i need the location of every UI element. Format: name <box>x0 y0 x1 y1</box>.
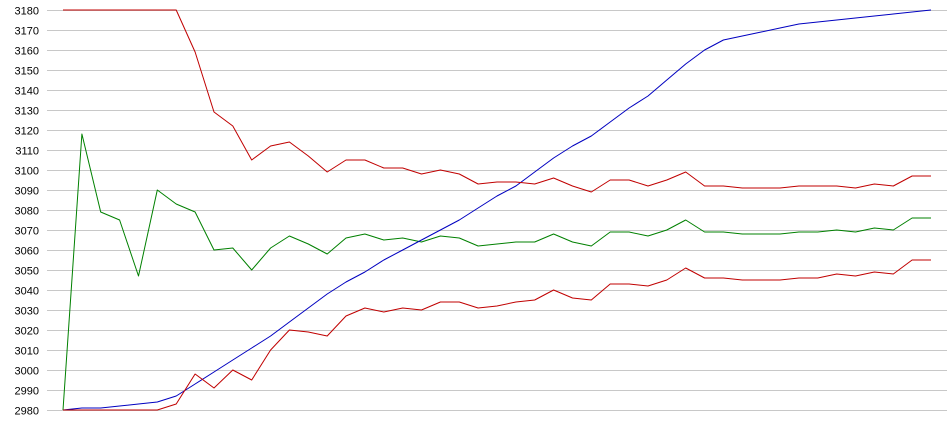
y-tick-label: 3080 <box>15 206 39 218</box>
y-tick-label: 3010 <box>15 346 39 358</box>
y-tick-label: 3100 <box>15 166 39 178</box>
y-tick-label: 3050 <box>15 266 39 278</box>
grid-layer <box>47 10 947 411</box>
y-tick-label: 3090 <box>15 186 39 198</box>
y-tick-label: 3070 <box>15 226 39 238</box>
y-tick-labels: 2980 2990 3000 3010 3020 3030 3040 3050 3060 3070… <box>15 6 39 418</box>
y-tick-label: 3020 <box>15 326 39 338</box>
y-tick-label: 3120 <box>15 126 39 138</box>
series-line-2 <box>62 9 932 411</box>
y-tick-label: 3060 <box>15 246 39 258</box>
y-tick-label: 3150 <box>15 66 39 78</box>
y-tick-label: 3030 <box>15 306 39 318</box>
series-line-1 <box>62 133 931 411</box>
y-tick-label: 3110 <box>15 146 39 158</box>
y-tick-label: 3170 <box>15 26 39 38</box>
y-tick-label: 2980 <box>15 406 39 418</box>
series-line-3 <box>63 9 931 193</box>
series-layer <box>62 9 932 411</box>
y-tick-label: 3000 <box>15 366 39 378</box>
y-tick-label: 3160 <box>15 46 39 58</box>
y-tick-label: 3040 <box>15 286 39 298</box>
y-tick-label: 3180 <box>15 6 39 18</box>
series-line-4 <box>63 259 931 411</box>
y-tick-label: 3130 <box>15 106 39 118</box>
y-tick-label: 3140 <box>15 86 39 98</box>
y-tick-label: 2990 <box>15 386 39 398</box>
